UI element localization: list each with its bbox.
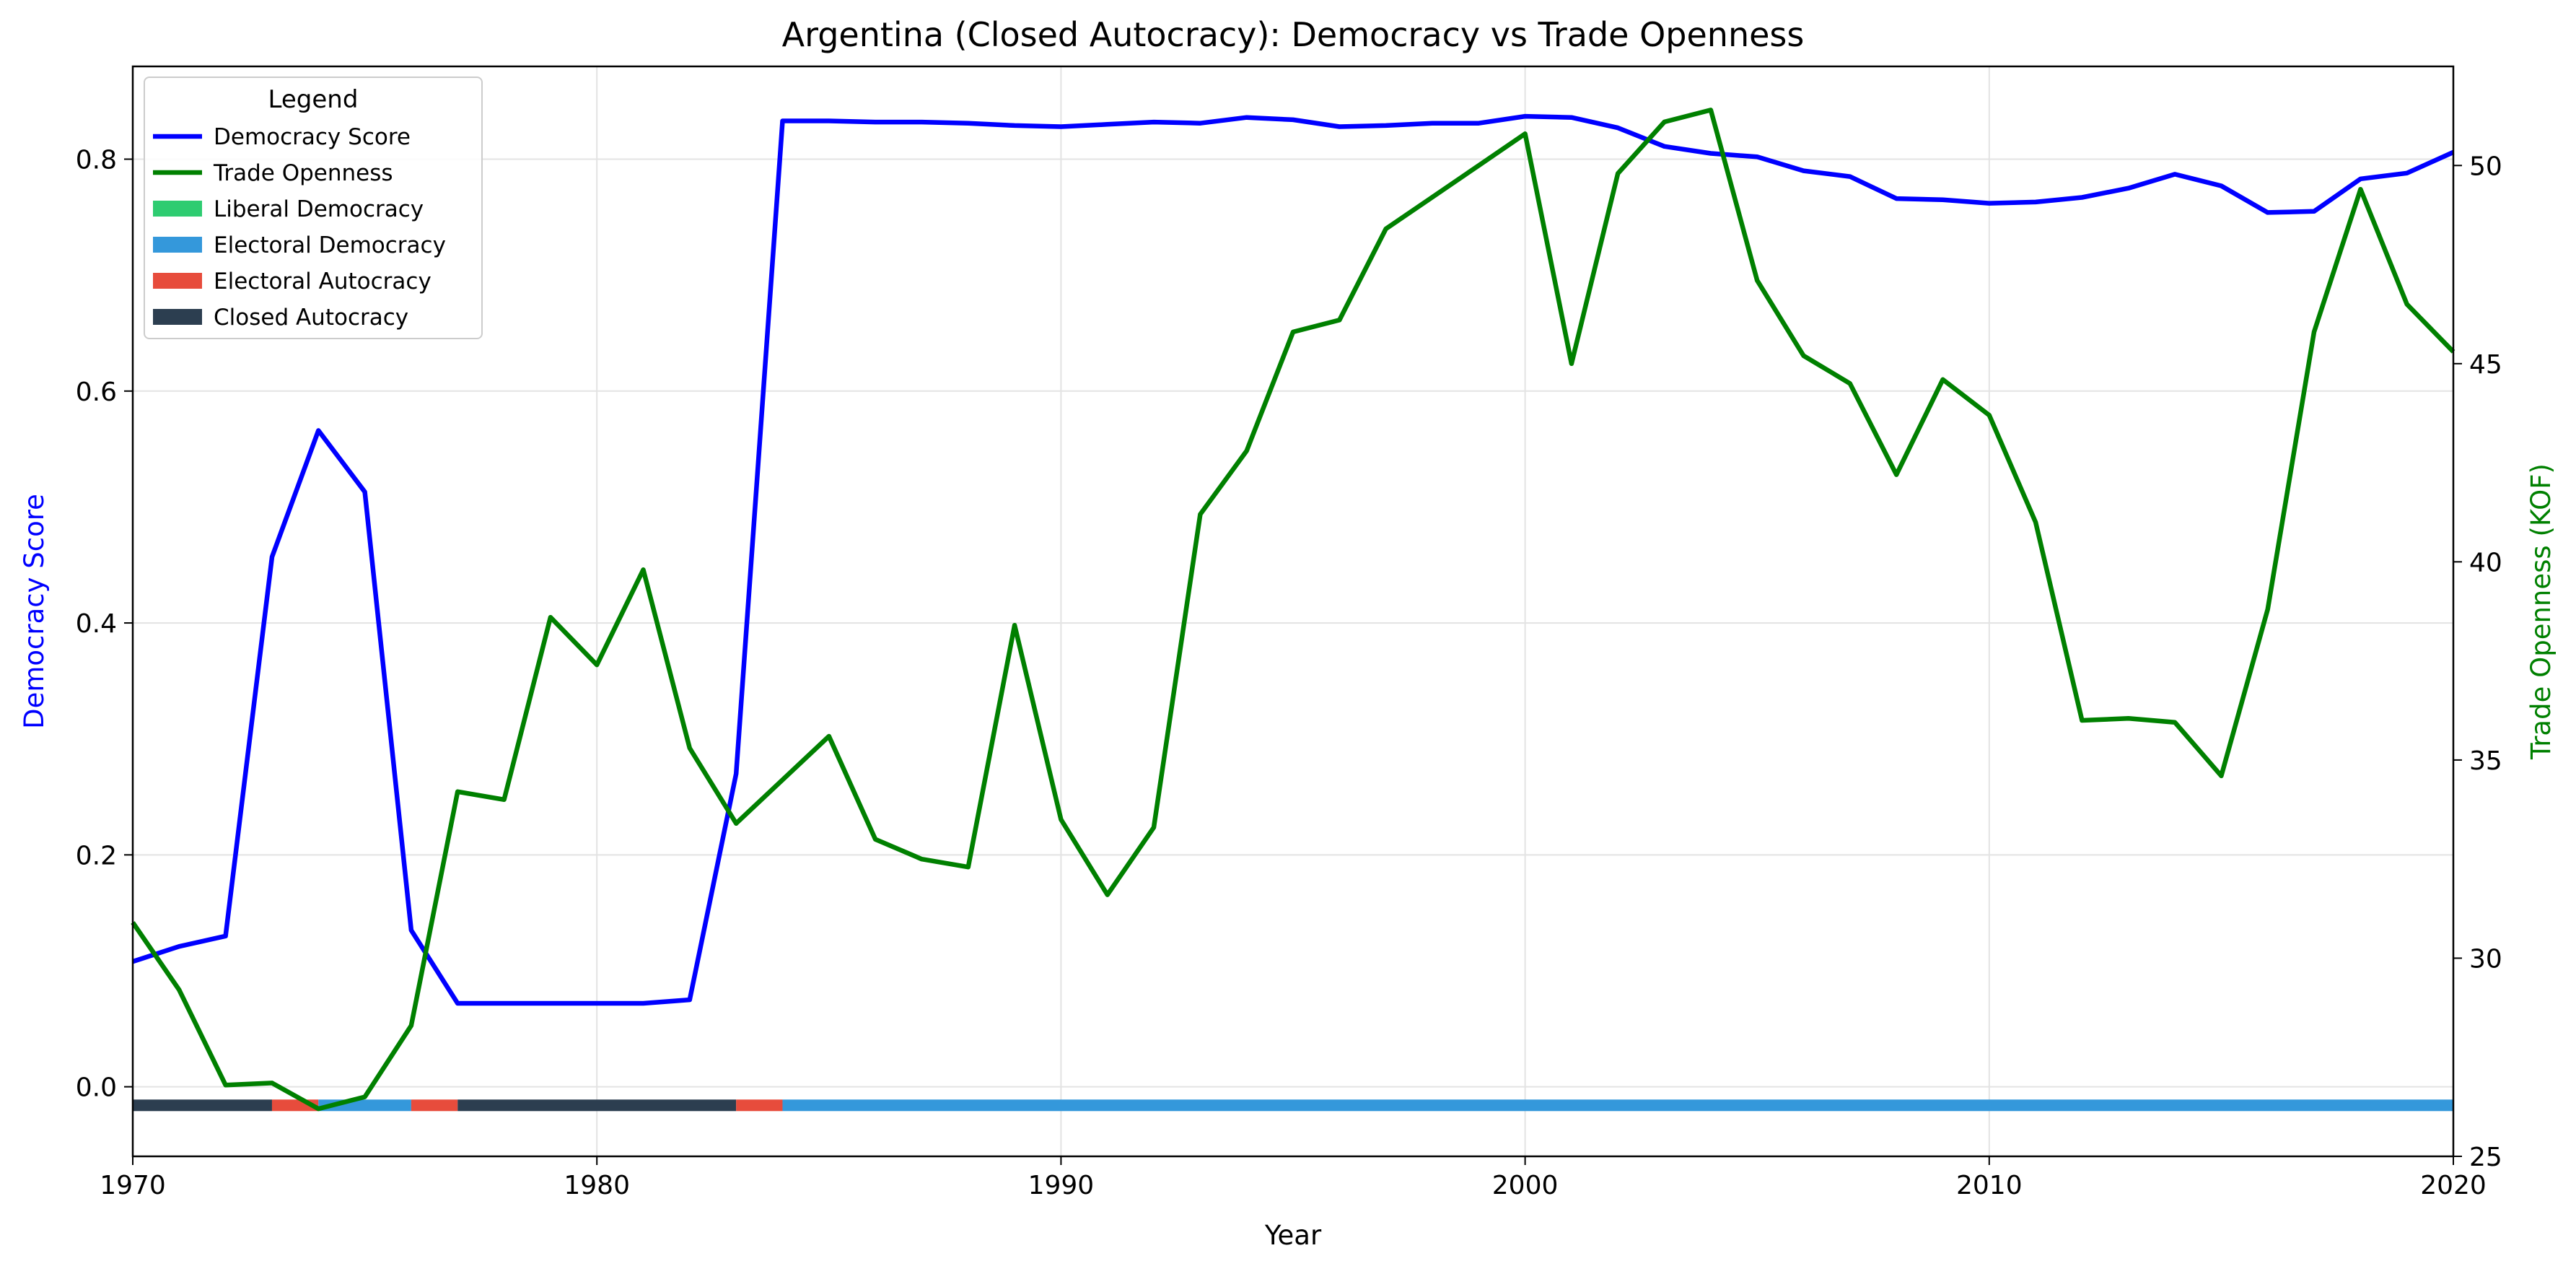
series-lines [131, 108, 2455, 1112]
chart-title: Argentina (Closed Autocracy): Democracy … [782, 15, 1805, 54]
y-right-tick-label: 45 [2469, 350, 2502, 380]
y-right-tick-label: 50 [2469, 152, 2502, 181]
y-left-tick-label: 0.4 [76, 609, 117, 639]
legend-patch-swatch [153, 237, 202, 253]
legend-title: Legend [268, 85, 359, 114]
axis-ticks: 1970 1980 1990 2000 2010 2020 0.0 0.2 0.4 0.6 0.8 2… [76, 146, 2502, 1200]
x-tick-label: 1990 [1028, 1171, 1095, 1200]
y-right-axis-title: Trade Openness (KOF) [2525, 463, 2557, 760]
legend-entry-label: Democracy Score [214, 124, 411, 150]
plot-frame [131, 65, 2455, 1158]
legend-patch-swatch [153, 201, 202, 217]
x-tick-label: 2010 [1956, 1171, 2023, 1200]
x-tick-label: 2020 [2420, 1171, 2487, 1200]
regime-segment [133, 1099, 272, 1112]
regime-segment [782, 1099, 2453, 1112]
y-left-axis-title: Democracy Score [19, 494, 50, 729]
legend-entry-label: Closed Autocracy [214, 305, 408, 331]
y-right-tick-label: 25 [2469, 1143, 2502, 1172]
y-left-tick-label: 0.0 [76, 1073, 117, 1103]
x-tick-label: 1970 [100, 1171, 166, 1200]
legend-box [144, 77, 483, 339]
y-left-tick-label: 0.2 [76, 841, 117, 871]
legend-patch-swatch [153, 309, 202, 325]
y-right-tick-label: 30 [2469, 944, 2502, 974]
democracy-score-line [131, 113, 2455, 1006]
legend-patch-swatch [153, 273, 202, 289]
y-right-tick-label: 40 [2469, 548, 2502, 577]
regime-segment [457, 1099, 737, 1112]
legend: Legend Democracy Score Trade Openness Liber… [144, 77, 483, 339]
legend-entry-label: Electoral Autocracy [214, 269, 431, 294]
y-left-tick-label: 0.8 [76, 146, 117, 175]
y-left-tick-label: 0.6 [76, 378, 117, 407]
trade-openness-line [131, 108, 2455, 1112]
legend-entry-label: Trade Openness [213, 160, 393, 186]
legend-entry-label: Electoral Democracy [214, 232, 446, 258]
x-axis-title: Year [1264, 1220, 1322, 1251]
regime-bar [133, 1099, 2453, 1112]
x-tick-label: 1980 [564, 1171, 630, 1200]
x-tick-label: 2000 [1492, 1171, 1559, 1200]
legend-entry-label: Liberal Democracy [214, 196, 424, 222]
regime-segment [411, 1099, 458, 1112]
grid [132, 66, 2454, 1156]
regime-segment [736, 1099, 783, 1112]
y-right-tick-label: 35 [2469, 746, 2502, 776]
